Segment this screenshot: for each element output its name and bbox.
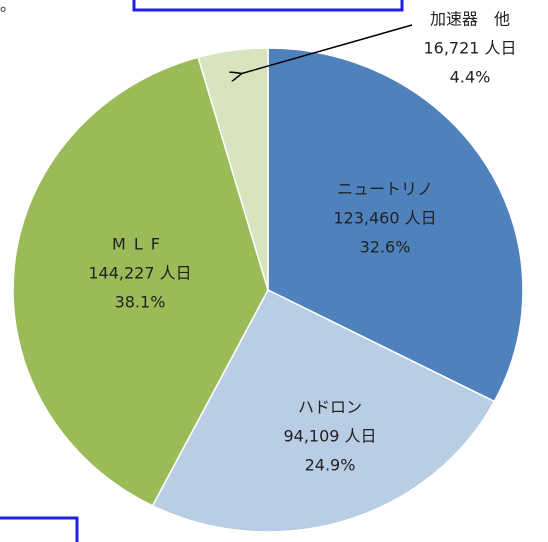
percent-label: 38.1%	[115, 293, 166, 312]
value-label: 144,227 人日	[88, 264, 191, 283]
percent-label: 4.4%	[450, 68, 491, 87]
frame-box	[0, 516, 79, 542]
value-label: 94,109 人日	[283, 427, 376, 446]
slice-name: 加速器 他	[430, 10, 510, 29]
percent-label: 32.6%	[360, 238, 411, 257]
slice-name: ハドロン	[298, 398, 362, 417]
pie-slice	[197, 47, 269, 291]
pie-slice	[267, 47, 524, 403]
callout-arrow	[240, 24, 413, 74]
value-label: 123,460 人日	[333, 209, 436, 228]
pie-slice	[151, 289, 496, 533]
percent-label: 24.9%	[305, 456, 356, 475]
top-text: 。	[0, 0, 16, 15]
value-label: 16,721 人日	[423, 39, 516, 58]
slice-name: MLF	[112, 235, 168, 254]
pie-slice	[12, 56, 269, 507]
frame-box	[132, 0, 404, 12]
slice-name: ニュートリノ	[337, 180, 433, 199]
